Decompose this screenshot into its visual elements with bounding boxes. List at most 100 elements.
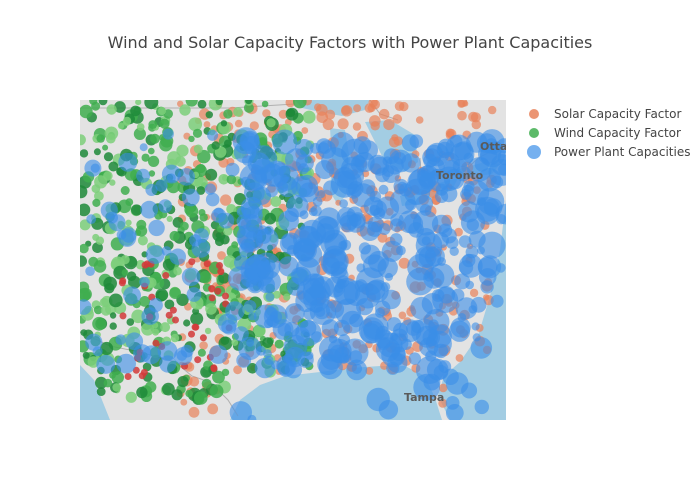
power-plant-point[interactable] xyxy=(208,345,228,364)
power-plant-point[interactable] xyxy=(318,355,343,380)
power-plant-point[interactable] xyxy=(145,183,158,196)
solar-point[interactable] xyxy=(199,341,208,350)
wind-point[interactable] xyxy=(125,219,132,226)
wind-point[interactable] xyxy=(160,322,171,333)
wind-point[interactable] xyxy=(166,215,173,222)
wind-point[interactable] xyxy=(293,100,307,109)
power-plant-point[interactable] xyxy=(389,333,409,353)
wind-point[interactable] xyxy=(159,118,170,129)
solar-point[interactable] xyxy=(203,121,211,128)
power-plant-point[interactable] xyxy=(386,317,402,332)
wind-point[interactable] xyxy=(212,370,225,384)
power-plant-point[interactable] xyxy=(207,129,219,141)
power-plant-point[interactable] xyxy=(429,263,455,289)
wind-point[interactable] xyxy=(179,104,191,116)
map-svg[interactable]: Ottawa Toronto Tampa xyxy=(80,100,506,420)
power-plant-point[interactable] xyxy=(217,313,238,334)
wind-point[interactable] xyxy=(114,101,126,113)
power-plant-point[interactable] xyxy=(181,188,200,207)
power-plant-point[interactable] xyxy=(100,201,118,219)
solar-point[interactable] xyxy=(471,119,481,130)
wind-point[interactable] xyxy=(137,235,148,246)
wind-point[interactable] xyxy=(191,323,199,331)
wind-point[interactable] xyxy=(125,198,134,206)
power-plant-point[interactable] xyxy=(205,192,220,207)
solar-point[interactable] xyxy=(394,101,405,111)
wind-point[interactable] xyxy=(130,105,141,117)
wind-point[interactable] xyxy=(210,365,218,373)
wind-point[interactable] xyxy=(243,102,254,113)
power-plant-point[interactable] xyxy=(449,134,463,148)
wind-point[interactable] xyxy=(106,133,116,144)
power-plant-point[interactable] xyxy=(356,263,366,273)
wind-point[interactable] xyxy=(190,312,204,326)
power-plant-point[interactable] xyxy=(157,341,178,361)
wind-point[interactable] xyxy=(131,309,145,324)
power-plant-point[interactable] xyxy=(256,345,266,356)
power-plant-point[interactable] xyxy=(331,267,349,285)
wind-point[interactable] xyxy=(157,106,167,116)
power-plant-point[interactable] xyxy=(443,159,460,177)
wind-point[interactable] xyxy=(95,376,108,389)
wind-point[interactable] xyxy=(109,312,117,319)
power-plant-point[interactable] xyxy=(418,170,430,182)
wind-point[interactable] xyxy=(165,311,173,319)
wind-point[interactable] xyxy=(177,376,189,388)
power-plant-point[interactable] xyxy=(360,179,376,195)
power-plant-point[interactable] xyxy=(445,404,464,420)
wind-point[interactable] xyxy=(109,371,116,379)
solar-point[interactable] xyxy=(301,127,309,134)
power-plant-point[interactable] xyxy=(85,266,95,276)
power-plant-point[interactable] xyxy=(397,181,408,192)
wind-point[interactable] xyxy=(138,372,146,380)
power-plant-point[interactable] xyxy=(376,196,400,220)
solar-point[interactable] xyxy=(262,109,271,118)
wind-point[interactable] xyxy=(89,100,98,105)
power-plant-point[interactable] xyxy=(158,199,173,213)
power-plant-point[interactable] xyxy=(349,313,363,328)
wind-point[interactable] xyxy=(197,100,207,109)
wind-point[interactable] xyxy=(171,389,183,401)
wind-point[interactable] xyxy=(103,378,113,388)
wind-point[interactable] xyxy=(124,373,132,380)
wind-point[interactable] xyxy=(136,219,147,230)
wind-point[interactable] xyxy=(216,262,223,269)
wind-point[interactable] xyxy=(208,285,216,293)
wind-point[interactable] xyxy=(109,322,117,330)
wind-point[interactable] xyxy=(96,387,106,396)
power-plant-point[interactable] xyxy=(498,163,506,176)
power-plant-point[interactable] xyxy=(450,317,471,338)
wind-point[interactable] xyxy=(223,255,236,268)
wind-point[interactable] xyxy=(136,123,145,131)
wind-point[interactable] xyxy=(266,118,276,128)
power-plant-point[interactable] xyxy=(419,204,432,216)
wind-point[interactable] xyxy=(139,296,151,307)
power-plant-point[interactable] xyxy=(139,276,150,288)
power-plant-point[interactable] xyxy=(181,267,201,287)
wind-point[interactable] xyxy=(145,381,157,393)
solar-point[interactable] xyxy=(438,383,448,393)
wind-point[interactable] xyxy=(152,339,160,347)
power-plant-point[interactable] xyxy=(440,185,458,203)
power-plant-point[interactable] xyxy=(346,183,362,199)
power-plant-point[interactable] xyxy=(118,152,138,172)
wind-point[interactable] xyxy=(188,135,195,143)
power-plant-point[interactable] xyxy=(323,180,339,196)
power-plant-point[interactable] xyxy=(341,156,365,180)
solar-point[interactable] xyxy=(457,100,468,108)
wind-point[interactable] xyxy=(133,127,146,140)
wind-point[interactable] xyxy=(144,100,159,110)
power-plant-point[interactable] xyxy=(204,183,216,195)
power-plant-point[interactable] xyxy=(298,182,319,203)
power-plant-point[interactable] xyxy=(159,355,177,373)
wind-point[interactable] xyxy=(92,316,106,331)
wind-point[interactable] xyxy=(82,351,90,359)
wind-point[interactable] xyxy=(148,155,160,167)
power-plant-point[interactable] xyxy=(419,337,439,357)
wind-point[interactable] xyxy=(214,287,222,295)
wind-point[interactable] xyxy=(108,161,119,172)
wind-point[interactable] xyxy=(172,316,179,324)
power-plant-point[interactable] xyxy=(310,205,322,217)
wind-point[interactable] xyxy=(218,272,230,284)
solar-point[interactable] xyxy=(391,134,399,142)
